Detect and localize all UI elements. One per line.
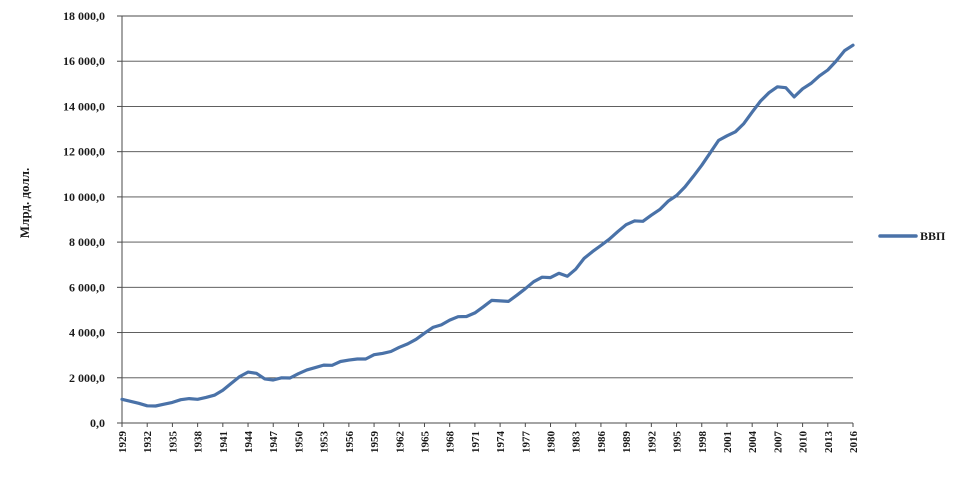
x-tick-label: 2013 <box>823 431 835 454</box>
y-tick-label: 18 000,0 <box>63 9 105 23</box>
x-tick-label: 1965 <box>419 431 431 454</box>
axes <box>117 15 854 427</box>
x-tick-label: 2007 <box>772 431 784 454</box>
x-tick-label: 1977 <box>520 431 532 454</box>
x-tick-label: 1953 <box>319 431 331 454</box>
x-tick-label: 1968 <box>445 431 457 454</box>
x-tick-label: 1935 <box>167 431 179 454</box>
x-tick-label: 1974 <box>495 431 507 454</box>
x-tick-label: 1932 <box>142 431 154 454</box>
x-tick-label: 2016 <box>848 431 860 454</box>
x-tick-label: 1959 <box>369 431 381 454</box>
x-tick-label: 1971 <box>470 431 482 453</box>
x-tick-label: 2010 <box>798 431 810 454</box>
x-tick-label: 1947 <box>268 431 280 454</box>
y-axis-title: Млрд. долл. <box>17 168 32 238</box>
y-tick-label: 0,0 <box>90 416 105 430</box>
y-tick-label: 12 000,0 <box>63 145 105 159</box>
x-tick-label: 1980 <box>546 431 558 454</box>
x-tick-label: 1962 <box>394 431 406 454</box>
x-tick-label: 1989 <box>621 431 633 454</box>
series-lines <box>120 43 855 408</box>
x-tick-label: 1992 <box>646 431 658 454</box>
gridlines <box>122 15 853 379</box>
x-tick-label: 2001 <box>722 431 734 453</box>
y-tick-label: 8 000,0 <box>69 235 105 249</box>
x-tick-label: 1938 <box>193 431 205 454</box>
x-tick-labels: 1929 1932 1935 1938 1941 1944 1947 1950 1953 1956… <box>117 431 860 454</box>
legend: ВВП <box>878 229 946 243</box>
legend-label-gdp: ВВП <box>920 229 946 243</box>
x-tick-label: 1950 <box>293 431 305 454</box>
x-tick-label: 1998 <box>697 431 709 454</box>
y-tick-label: 16 000,0 <box>63 54 105 68</box>
series-line-gdp <box>120 43 855 408</box>
y-tick-label: 6 000,0 <box>69 280 105 294</box>
y-tick-label: 10 000,0 <box>63 190 105 204</box>
y-tick-label: 4 000,0 <box>69 326 105 340</box>
y-tick-label: 2 000,0 <box>69 371 105 385</box>
y-tick-label: 14 000,0 <box>63 99 105 113</box>
x-tick-label: 1944 <box>243 431 255 454</box>
x-tick-label: 1956 <box>344 431 356 454</box>
x-tick-label: 2004 <box>747 431 759 454</box>
x-tick-label: 1983 <box>571 431 583 454</box>
x-tick-label: 1929 <box>117 431 129 454</box>
x-tick-label: 1941 <box>218 431 230 453</box>
y-tick-labels: 0,0 2 000,0 4 000,0 6 000,0 8 000,0 10 000,0 1… <box>63 9 105 430</box>
x-tick-label: 1995 <box>672 431 684 454</box>
x-tick-label: 1986 <box>596 431 608 454</box>
